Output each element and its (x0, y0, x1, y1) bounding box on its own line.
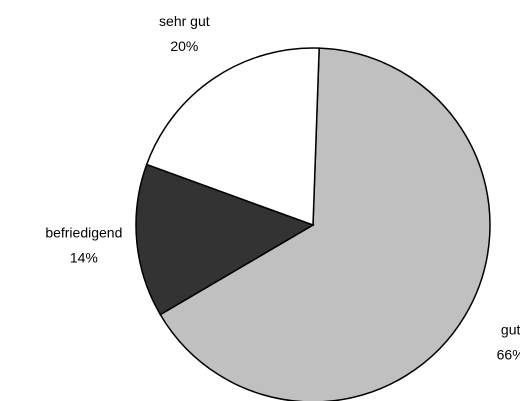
pie-slice (159, 47, 491, 401)
slice-value-label: 14% (70, 250, 98, 266)
pie-slice (135, 163, 315, 316)
slice-label: befriedigend (45, 225, 122, 241)
pie-slice (145, 47, 320, 227)
slice-value-label: 66% (497, 347, 520, 363)
slice-value-label: 20% (170, 38, 198, 54)
slice-label: gut (501, 322, 520, 338)
slice-label: sehr gut (159, 13, 210, 29)
